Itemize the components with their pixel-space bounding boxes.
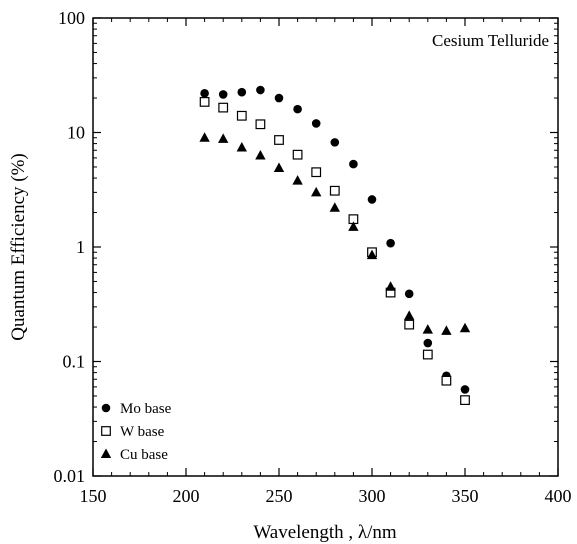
mo-base-point — [256, 85, 265, 95]
cu-base-point — [236, 141, 247, 152]
x-tick-label: 350 — [452, 486, 479, 506]
w-base-point — [422, 349, 433, 360]
y-tick-label: 0.01 — [54, 466, 86, 486]
cu-base-point — [366, 249, 378, 260]
cu-base-point — [292, 175, 303, 185]
legend: Mo base W base Cu base — [100, 401, 172, 463]
cu-base-point — [348, 221, 359, 231]
mo-base-point — [423, 338, 433, 348]
cu-base-point — [218, 133, 229, 143]
y-tick-label: 1 — [76, 237, 85, 257]
mo-base-point — [460, 385, 470, 394]
legend-marker — [101, 426, 111, 436]
mo-base-point — [237, 87, 247, 97]
x-tick-label: 150 — [80, 486, 107, 506]
legend-label: Mo base — [120, 401, 172, 417]
w-base-point — [329, 185, 340, 196]
cu-base-point — [459, 322, 471, 333]
w-base-point — [218, 102, 229, 113]
legend-w-base: W base — [101, 424, 165, 440]
w-base-point — [236, 110, 247, 121]
mo-base-point — [367, 195, 377, 204]
cu-base-point — [385, 281, 396, 291]
w-base-point — [441, 375, 452, 386]
cu-base-point — [273, 162, 285, 172]
axis-tick-labels: 150 200 250 300 350 400 0.01 0.1 1 10 100 — [54, 8, 572, 506]
chart-annotation: Cesium Telluride — [432, 31, 549, 50]
cu-base-point — [311, 186, 322, 197]
mo-base-point — [330, 138, 340, 147]
legend-mo-base: Mo base — [101, 401, 172, 417]
y-axis-title: Quantum Efficiency (%) — [8, 153, 29, 340]
cu-base-point — [255, 149, 266, 160]
cu-base-point — [422, 324, 433, 334]
cu-base-point — [199, 132, 210, 142]
legend-label: W base — [120, 424, 165, 440]
mo-base-point — [218, 90, 228, 99]
mo-base-point — [404, 289, 414, 299]
x-tick-label: 250 — [266, 486, 293, 506]
w-base-point — [311, 167, 322, 178]
y-tick-label: 10 — [67, 123, 85, 143]
mo-base-point — [386, 238, 395, 248]
legend-marker — [100, 448, 112, 458]
x-tick-label: 400 — [545, 486, 572, 506]
x-tick-label: 200 — [173, 486, 200, 506]
legend-cu-base: Cu base — [100, 447, 168, 463]
mo-base-point — [349, 159, 358, 169]
w-base-point — [199, 97, 210, 107]
cu-base-point — [404, 310, 415, 320]
w-base-point — [404, 319, 415, 330]
mo-base-point — [293, 104, 302, 114]
axis-ticks — [92, 17, 559, 477]
cu-base-point — [441, 325, 452, 335]
cu-base-point — [329, 202, 340, 212]
mo-base-point — [200, 88, 209, 98]
legend-label: Cu base — [120, 447, 168, 463]
w-base-point — [292, 149, 303, 160]
w-base-point — [460, 395, 470, 406]
mo-base-point — [274, 93, 284, 103]
x-axis-title: Wavelength , λ/nm — [253, 522, 397, 543]
w-base-point — [255, 119, 266, 130]
x-tick-label: 300 — [359, 486, 386, 506]
y-tick-label: 100 — [58, 8, 85, 28]
mo-base-point — [311, 119, 321, 128]
legend-marker — [101, 403, 111, 413]
y-tick-label: 0.1 — [63, 352, 86, 372]
data-points — [199, 85, 471, 406]
w-base-point — [274, 135, 284, 145]
